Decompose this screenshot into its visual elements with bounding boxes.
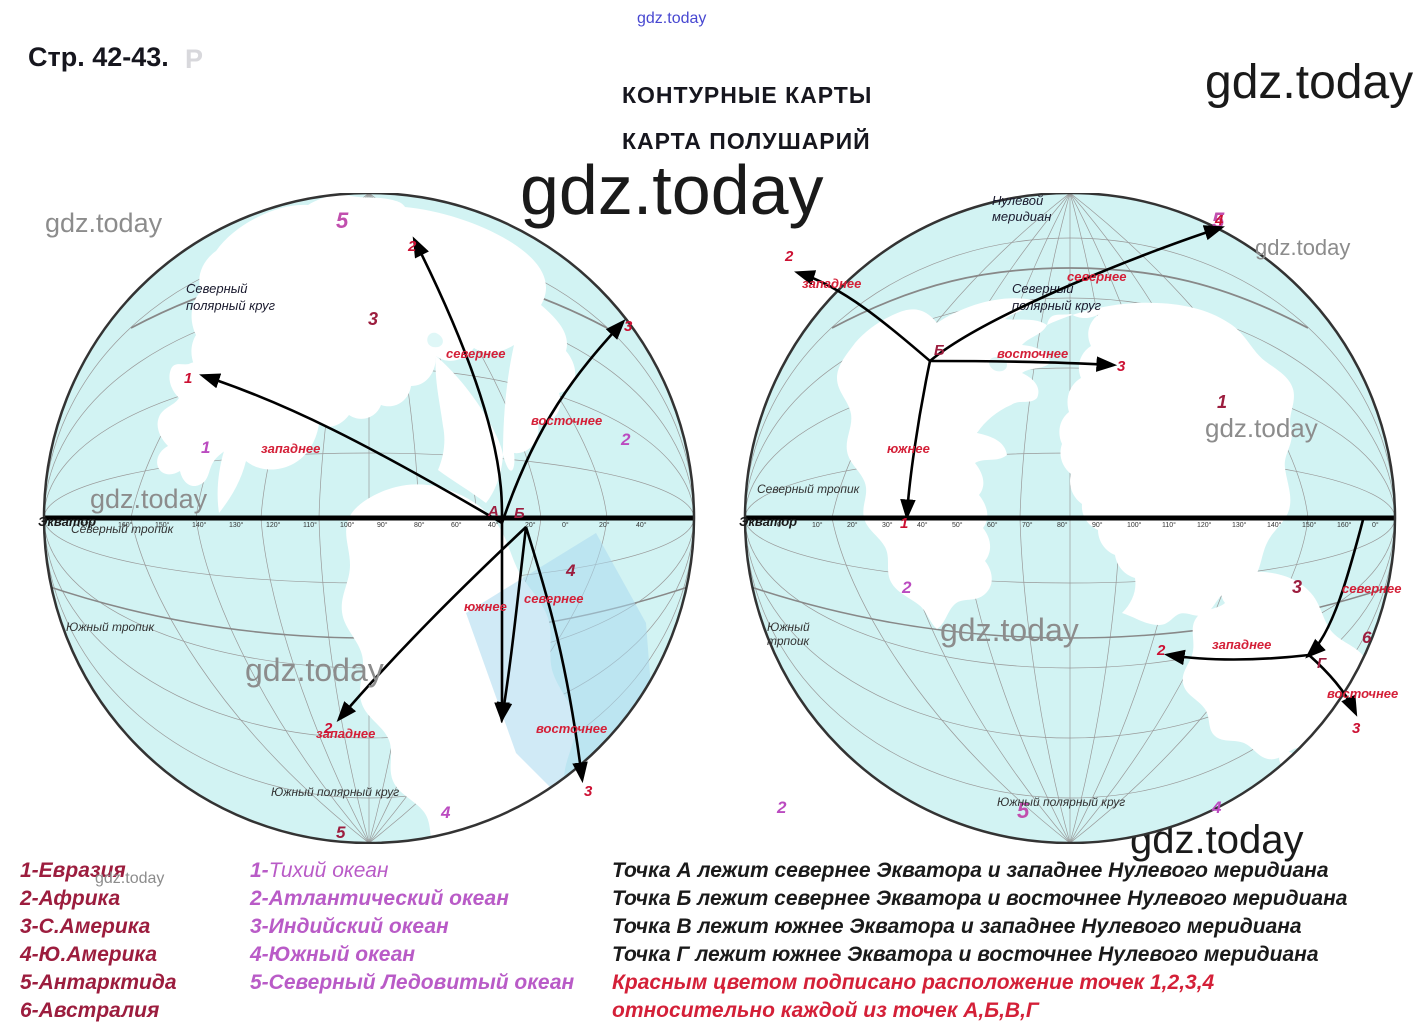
svg-text:3: 3 (368, 309, 378, 329)
svg-text:150°: 150° (1302, 521, 1317, 529)
svg-text:90°: 90° (1092, 521, 1103, 529)
svg-text:Северный тропик: Северный тропик (757, 482, 861, 496)
svg-text:1: 1 (900, 515, 908, 532)
svg-text:восточнее: восточнее (536, 721, 607, 736)
svg-text:южнее: южнее (887, 441, 930, 456)
svg-text:полярный круг: полярный круг (186, 298, 276, 313)
svg-text:5: 5 (336, 208, 349, 233)
svg-text:западнее: западнее (1212, 637, 1271, 652)
svg-text:100°: 100° (1127, 521, 1142, 529)
svg-text:0°: 0° (1372, 521, 1379, 529)
svg-text:70°: 70° (1022, 521, 1033, 529)
svg-text:130°: 130° (1232, 521, 1247, 529)
svg-text:южнее: южнее (464, 599, 507, 614)
svg-text:80°: 80° (1057, 521, 1068, 529)
svg-text:110°: 110° (303, 521, 317, 529)
svg-text:2: 2 (776, 798, 787, 817)
svg-text:трпоик: трпоик (767, 634, 810, 648)
svg-text:западнее: западнее (802, 276, 861, 291)
svg-text:3: 3 (624, 318, 633, 335)
svg-text:севернее: севернее (1342, 581, 1401, 596)
svg-text:Б: Б (934, 342, 945, 359)
svg-text:Г: Г (1317, 655, 1327, 672)
svg-text:4: 4 (440, 803, 451, 822)
svg-text:120°: 120° (1197, 521, 1212, 529)
svg-text:восточнее: восточнее (1327, 686, 1398, 701)
svg-text:Экватор: Экватор (739, 514, 797, 529)
svg-text:Северный: Северный (186, 281, 248, 296)
svg-text:4: 4 (1214, 212, 1224, 229)
svg-text:60°: 60° (451, 521, 462, 529)
svg-text:2: 2 (407, 238, 417, 255)
svg-text:1: 1 (184, 370, 192, 387)
svg-text:Экватор: Экватор (38, 514, 96, 529)
svg-text:2: 2 (784, 248, 794, 265)
svg-text:восточнее: восточнее (531, 413, 602, 428)
svg-text:6: 6 (1362, 628, 1372, 647)
svg-text:130°: 130° (229, 521, 244, 529)
svg-text:восточнее: восточнее (997, 346, 1068, 361)
svg-text:Нулевой: Нулевой (992, 193, 1043, 208)
svg-text:0°: 0° (562, 521, 569, 529)
svg-text:1: 1 (1217, 392, 1227, 412)
svg-text:3: 3 (584, 783, 593, 800)
svg-text:1: 1 (201, 438, 210, 457)
svg-text:20°: 20° (847, 521, 858, 529)
svg-text:севернее: севернее (446, 346, 505, 361)
svg-text:5: 5 (336, 823, 346, 842)
svg-text:Б: Б (514, 505, 525, 522)
svg-text:30°: 30° (882, 521, 893, 529)
svg-text:140°: 140° (192, 521, 207, 529)
svg-text:3: 3 (1292, 577, 1302, 597)
svg-text:160°: 160° (1337, 521, 1352, 529)
svg-text:Южный полярный круг: Южный полярный круг (997, 795, 1125, 809)
svg-text:90°: 90° (377, 521, 388, 529)
svg-text:2: 2 (620, 430, 631, 449)
svg-text:20°: 20° (599, 521, 610, 529)
svg-text:40°: 40° (917, 521, 928, 529)
svg-text:50°: 50° (952, 521, 963, 529)
svg-text:Южный: Южный (767, 620, 810, 634)
svg-text:Южный полярный круг: Южный полярный круг (271, 785, 399, 799)
svg-text:60°: 60° (987, 521, 998, 529)
svg-text:3: 3 (1117, 358, 1126, 375)
svg-text:севернее: севернее (524, 591, 583, 606)
svg-text:110°: 110° (1162, 521, 1176, 529)
svg-text:2: 2 (1156, 642, 1166, 659)
svg-text:10°: 10° (812, 521, 823, 529)
svg-text:40°: 40° (636, 521, 647, 529)
svg-text:2: 2 (323, 720, 333, 737)
svg-text:западнее: западнее (261, 441, 320, 456)
svg-text:100°: 100° (340, 521, 355, 529)
svg-text:4: 4 (1211, 798, 1222, 817)
svg-text:Южный тропик: Южный тропик (66, 620, 155, 634)
svg-text:2: 2 (901, 578, 912, 597)
svg-text:A: A (487, 503, 499, 520)
svg-text:40°: 40° (488, 521, 499, 529)
svg-text:3: 3 (1352, 720, 1361, 737)
svg-text:меридиан: меридиан (992, 209, 1051, 224)
svg-text:120°: 120° (266, 521, 281, 529)
svg-text:севернее: севернее (1067, 269, 1126, 284)
svg-text:4: 4 (565, 561, 576, 580)
svg-text:140°: 140° (1267, 521, 1282, 529)
svg-text:80°: 80° (414, 521, 425, 529)
